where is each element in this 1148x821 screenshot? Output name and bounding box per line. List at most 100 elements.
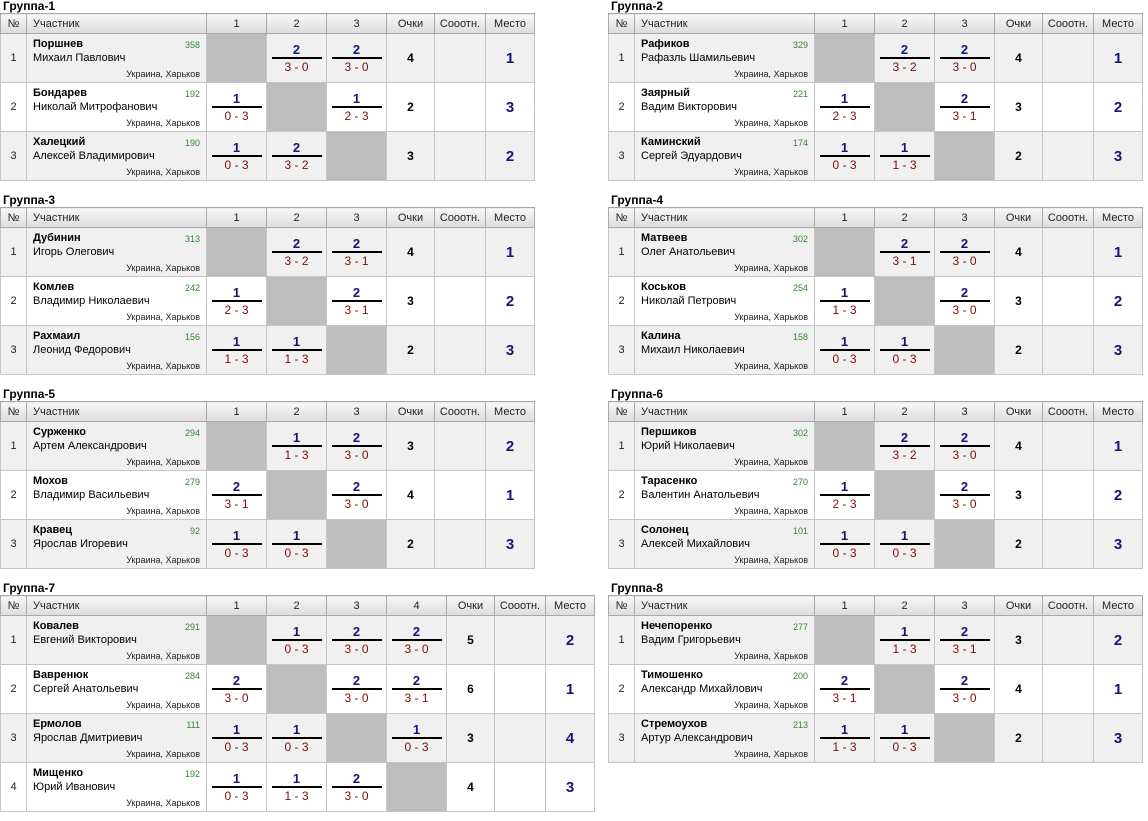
player-surname[interactable]: Ковалев [33, 620, 79, 632]
player-surname[interactable]: Кравец [33, 524, 73, 536]
match-result-cell[interactable]: 1 1 - 3 [814, 713, 875, 763]
match-result-cell[interactable]: 1 0 - 3 [814, 519, 875, 569]
player-cell[interactable]: Тимошенко 200 Александр Михайлович Украина,… [634, 664, 815, 714]
player-cell[interactable]: Калина 158 Михаил Николаевич Украина, Харьк… [634, 325, 815, 375]
player-surname[interactable]: Дубинин [33, 232, 81, 244]
player-surname[interactable]: Тимошенко [641, 669, 703, 681]
match-result-cell[interactable]: 2 3 - 2 [874, 33, 935, 83]
player-cell[interactable]: Солонец 101 Алексей Михайлович Украина, Хар… [634, 519, 815, 569]
match-result-cell[interactable]: 1 0 - 3 [814, 131, 875, 181]
match-result-cell[interactable]: 1 1 - 3 [266, 762, 327, 812]
match-result-cell[interactable]: 1 0 - 3 [266, 519, 327, 569]
player-surname[interactable]: Вавренюк [33, 669, 89, 681]
player-surname[interactable]: Каминский [641, 136, 701, 148]
player-cell[interactable]: Ковалев 291 Евгений Викторович Украина, Хар… [26, 615, 207, 665]
player-cell[interactable]: Нечепоренко 277 Вадим Григорьевич Украина, … [634, 615, 815, 665]
match-result-cell[interactable]: 1 0 - 3 [266, 713, 327, 763]
match-result-cell[interactable]: 1 0 - 3 [386, 713, 447, 763]
player-cell[interactable]: Рахмаил 156 Леонид Федорович Украина, Харьк… [26, 325, 207, 375]
match-result-cell[interactable]: 1 0 - 3 [266, 615, 327, 665]
player-cell[interactable]: Комлев 242 Владимир Николаевич Украина, Хар… [26, 276, 207, 326]
player-cell[interactable]: Поршнев 358 Михаил Павлович Украина, Харько… [26, 33, 207, 83]
player-cell[interactable]: Коськов 254 Николай Петрович Украина, Харьк… [634, 276, 815, 326]
match-result-cell[interactable]: 1 0 - 3 [206, 131, 267, 181]
player-surname[interactable]: Стремоухов [641, 718, 708, 730]
match-result-cell[interactable]: 1 0 - 3 [874, 713, 935, 763]
player-cell[interactable]: Дубинин 313 Игорь Олегович Украина, Харьков [26, 227, 207, 277]
player-surname[interactable]: Ермолов [33, 718, 82, 730]
player-cell[interactable]: Ермолов 111 Ярослав Дмитриевич Украина, Хар… [26, 713, 207, 763]
player-cell[interactable]: Мохов 279 Владимир Васильевич Украина, Харь… [26, 470, 207, 520]
player-surname[interactable]: Комлев [33, 281, 75, 293]
match-result-cell[interactable]: 2 3 - 0 [934, 470, 995, 520]
player-cell[interactable]: Тарасенко 270 Валентин Анатольевич Украина,… [634, 470, 815, 520]
match-result-cell[interactable]: 1 0 - 3 [206, 82, 267, 132]
match-result-cell[interactable]: 1 2 - 3 [206, 276, 267, 326]
match-result-cell[interactable]: 2 3 - 1 [934, 615, 995, 665]
player-surname[interactable]: Рафиков [641, 38, 690, 50]
match-result-cell[interactable]: 2 3 - 0 [934, 227, 995, 277]
match-result-cell[interactable]: 2 3 - 0 [266, 33, 327, 83]
match-result-cell[interactable]: 2 3 - 0 [326, 421, 387, 471]
match-result-cell[interactable]: 1 1 - 3 [266, 421, 327, 471]
player-surname[interactable]: Мищенко [33, 767, 84, 779]
player-surname[interactable]: Калина [641, 330, 681, 342]
player-surname[interactable]: Халецкий [33, 136, 86, 148]
match-result-cell[interactable]: 2 3 - 2 [874, 421, 935, 471]
player-cell[interactable]: Бондарев 192 Николай Митрофанович Украина, … [26, 82, 207, 132]
player-cell[interactable]: Халецкий 190 Алексей Владимирович Украина, … [26, 131, 207, 181]
player-surname[interactable]: Першиков [641, 426, 697, 438]
match-result-cell[interactable]: 2 3 - 0 [934, 276, 995, 326]
player-cell[interactable]: Вавренюк 284 Сергей Анатольевич Украина, Ха… [26, 664, 207, 714]
match-result-cell[interactable]: 1 1 - 3 [814, 276, 875, 326]
player-surname[interactable]: Тарасенко [641, 475, 698, 487]
match-result-cell[interactable]: 2 3 - 1 [326, 276, 387, 326]
player-cell[interactable]: Першиков 302 Юрий Николаевич Украина, Харьк… [634, 421, 815, 471]
match-result-cell[interactable]: 1 2 - 3 [326, 82, 387, 132]
player-cell[interactable]: Заярный 221 Вадим Викторович Украина, Харьк… [634, 82, 815, 132]
player-surname[interactable]: Сурженко [33, 426, 86, 438]
match-result-cell[interactable]: 1 0 - 3 [874, 325, 935, 375]
match-result-cell[interactable]: 2 3 - 0 [206, 664, 267, 714]
match-result-cell[interactable]: 1 2 - 3 [814, 470, 875, 520]
match-result-cell[interactable]: 1 1 - 3 [266, 325, 327, 375]
player-cell[interactable]: Стремоухов 213 Артур Александрович Украина,… [634, 713, 815, 763]
match-result-cell[interactable]: 2 3 - 0 [934, 33, 995, 83]
player-surname[interactable]: Рахмаил [33, 330, 81, 342]
match-result-cell[interactable]: 2 3 - 1 [874, 227, 935, 277]
player-cell[interactable]: Кравец 92 Ярослав Игоревич Украина, Харьков [26, 519, 207, 569]
match-result-cell[interactable]: 2 3 - 0 [326, 762, 387, 812]
player-surname[interactable]: Нечепоренко [641, 620, 713, 632]
match-result-cell[interactable]: 2 3 - 1 [326, 227, 387, 277]
match-result-cell[interactable]: 1 2 - 3 [814, 82, 875, 132]
player-cell[interactable]: Рафиков 329 Рафазль Шамильевич Украина, Хар… [634, 33, 815, 83]
match-result-cell[interactable]: 2 3 - 1 [934, 82, 995, 132]
match-result-cell[interactable]: 1 1 - 3 [206, 325, 267, 375]
player-surname[interactable]: Коськов [641, 281, 687, 293]
player-cell[interactable]: Мищенко 192 Юрий Иванович Украина, Харьков [26, 762, 207, 812]
match-result-cell[interactable]: 2 3 - 0 [386, 615, 447, 665]
match-result-cell[interactable]: 2 3 - 2 [266, 131, 327, 181]
player-cell[interactable]: Каминский 174 Сергей Эдуардович Украина, Ха… [634, 131, 815, 181]
player-surname[interactable]: Матвеев [641, 232, 688, 244]
match-result-cell[interactable]: 1 0 - 3 [206, 762, 267, 812]
player-surname[interactable]: Поршнев [33, 38, 84, 50]
match-result-cell[interactable]: 1 0 - 3 [206, 519, 267, 569]
match-result-cell[interactable]: 2 3 - 2 [266, 227, 327, 277]
match-result-cell[interactable]: 1 0 - 3 [874, 519, 935, 569]
player-cell[interactable]: Матвеев 302 Олег Анатольевич Украина, Харьк… [634, 227, 815, 277]
match-result-cell[interactable]: 2 3 - 0 [326, 33, 387, 83]
player-surname[interactable]: Мохов [33, 475, 68, 487]
match-result-cell[interactable]: 2 3 - 0 [326, 615, 387, 665]
match-result-cell[interactable]: 2 3 - 0 [934, 421, 995, 471]
match-result-cell[interactable]: 2 3 - 0 [326, 664, 387, 714]
match-result-cell[interactable]: 1 0 - 3 [814, 325, 875, 375]
player-cell[interactable]: Сурженко 294 Артем Александрович Украина, Х… [26, 421, 207, 471]
player-surname[interactable]: Заярный [641, 87, 690, 99]
match-result-cell[interactable]: 2 3 - 1 [386, 664, 447, 714]
match-result-cell[interactable]: 2 3 - 1 [206, 470, 267, 520]
player-surname[interactable]: Бондарев [33, 87, 87, 99]
match-result-cell[interactable]: 1 1 - 3 [874, 615, 935, 665]
player-surname[interactable]: Солонец [641, 524, 689, 536]
match-result-cell[interactable]: 2 3 - 1 [814, 664, 875, 714]
